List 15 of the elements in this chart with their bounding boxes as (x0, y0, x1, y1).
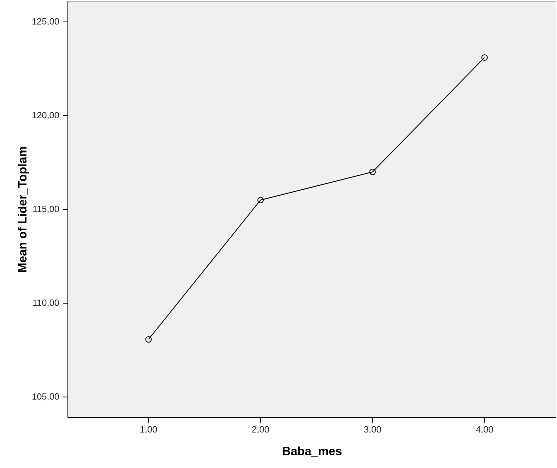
y-tick-label: 110,00 (33, 300, 60, 308)
y-tick-label: 125,00 (32, 18, 60, 26)
point (258, 197, 264, 204)
y-tick-label: 115,00 (33, 206, 60, 214)
x-tick-label: 3,00 (364, 426, 382, 434)
y-tick-label: 105,00 (32, 394, 60, 401)
x-tick-label: 1,00 (140, 426, 158, 434)
point (146, 336, 152, 343)
y-axis-title: Mean of Lider_Toplam (18, 147, 30, 272)
y-tick-label: 120,00 (32, 112, 60, 120)
point (370, 168, 376, 176)
x-axis-title: Baba_mes (283, 446, 342, 457)
x-tick-label: 2,00 (252, 426, 270, 434)
x-tick-label: 4,00 (476, 426, 494, 434)
point (482, 54, 488, 61)
